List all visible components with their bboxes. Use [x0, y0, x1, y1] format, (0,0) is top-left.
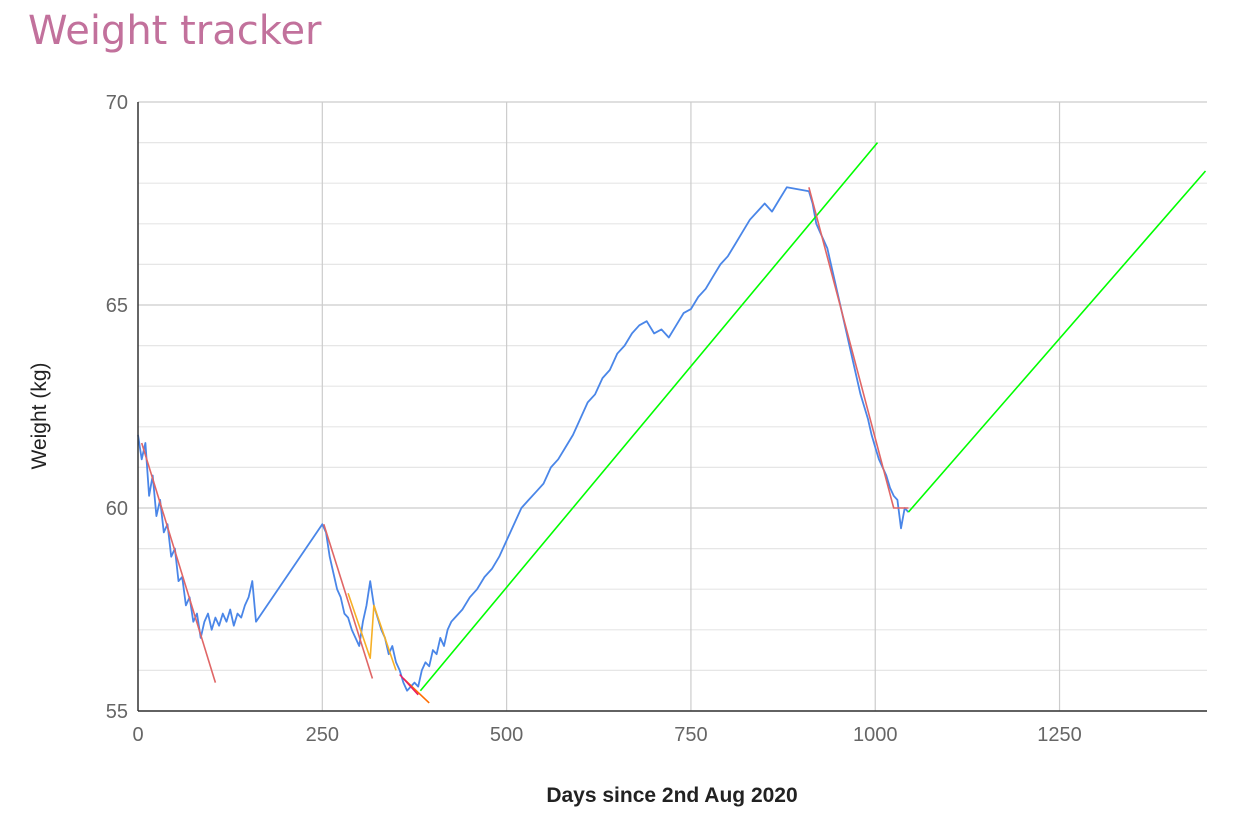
- series-group: [137, 142, 1207, 704]
- series-line-2: [323, 523, 374, 679]
- y-tick-label: 70: [106, 92, 128, 114]
- series-line-3: [347, 593, 397, 671]
- series-line-7: [907, 170, 1207, 513]
- x-axis-title: Days since 2nd Aug 2020: [546, 784, 797, 807]
- gridlines: [138, 101, 1207, 712]
- y-tick-label: 65: [106, 295, 128, 317]
- y-tick-label: 55: [106, 701, 128, 723]
- series-line-6: [419, 142, 879, 692]
- x-tick-label: 1250: [1037, 724, 1082, 746]
- y-tick-label: 60: [106, 498, 128, 520]
- x-tick-label: 500: [490, 724, 523, 746]
- y-axis-title: Weight (kg): [28, 363, 51, 470]
- chart-title: Weight tracker: [28, 8, 322, 54]
- series-line-0: [137, 186, 910, 692]
- x-tick-label: 250: [306, 724, 339, 746]
- tick-labels: 55 60 65 70 0 250 500 750 1000 1250: [106, 92, 1082, 746]
- series-line-1: [140, 442, 217, 683]
- series-line-5: [399, 673, 419, 696]
- series-line-8: [808, 187, 909, 509]
- x-tick-label: 750: [674, 724, 707, 746]
- axes: [137, 102, 1207, 712]
- x-tick-label: 1000: [853, 724, 898, 746]
- x-tick-label: 0: [132, 724, 143, 746]
